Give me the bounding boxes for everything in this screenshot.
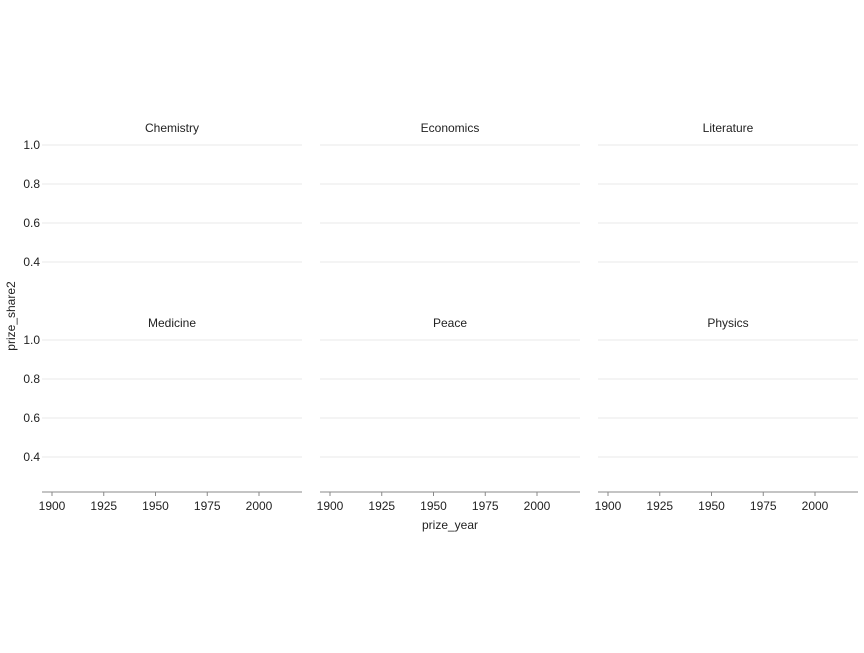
facet-panel: Medicine 1.0 0.8 0.6 0.4 1900 1925 1950 1975 2000 (23, 316, 302, 513)
y-tick-label: 0.6 (23, 216, 40, 230)
x-tick-label: 1900 (317, 499, 344, 513)
x-tick-label: 1925 (646, 499, 673, 513)
x-tick-label: 1950 (142, 499, 169, 513)
y-axis-title: prize_share2 (4, 281, 18, 351)
x-tick-label: 1975 (194, 499, 221, 513)
x-tick-label: 2000 (524, 499, 551, 513)
y-tick-label: 0.8 (23, 177, 40, 191)
x-axis-title: prize_year (422, 518, 478, 532)
facet-title: Chemistry (145, 121, 199, 135)
facet-title: Peace (433, 316, 467, 330)
y-tick-label: 0.8 (23, 372, 40, 386)
x-tick-label: 1975 (750, 499, 777, 513)
x-tick-label: 1900 (595, 499, 622, 513)
facets-layer: Chemistry 1.0 0.8 0.6 0.4 Economics Literature… (23, 121, 858, 513)
facet-panel: Chemistry 1.0 0.8 0.6 0.4 (23, 121, 302, 269)
x-tick-label: 1975 (472, 499, 499, 513)
y-tick-label: 1.0 (23, 138, 40, 152)
x-tick-label: 1950 (698, 499, 725, 513)
facet-title: Economics (421, 121, 480, 135)
facet-panel: Physics 1900 1925 1950 1975 2000 (595, 316, 858, 513)
facet-panel: Economics (320, 121, 580, 263)
y-tick-label: 1.0 (23, 333, 40, 347)
facet-title: Literature (703, 121, 754, 135)
y-tick-label: 0.4 (23, 255, 40, 269)
facet-panel: Peace 1900 1925 1950 1975 2000 (317, 316, 580, 513)
facet-panel: Literature (598, 121, 858, 263)
facet-title: Medicine (148, 316, 196, 330)
x-tick-label: 2000 (246, 499, 273, 513)
x-tick-label: 1950 (420, 499, 447, 513)
y-tick-label: 0.6 (23, 411, 40, 425)
x-tick-label: 1925 (368, 499, 395, 513)
x-tick-label: 1925 (90, 499, 117, 513)
facet-title: Physics (707, 316, 748, 330)
x-tick-label: 2000 (802, 499, 829, 513)
x-tick-label: 1900 (39, 499, 66, 513)
y-tick-label: 0.4 (23, 450, 40, 464)
